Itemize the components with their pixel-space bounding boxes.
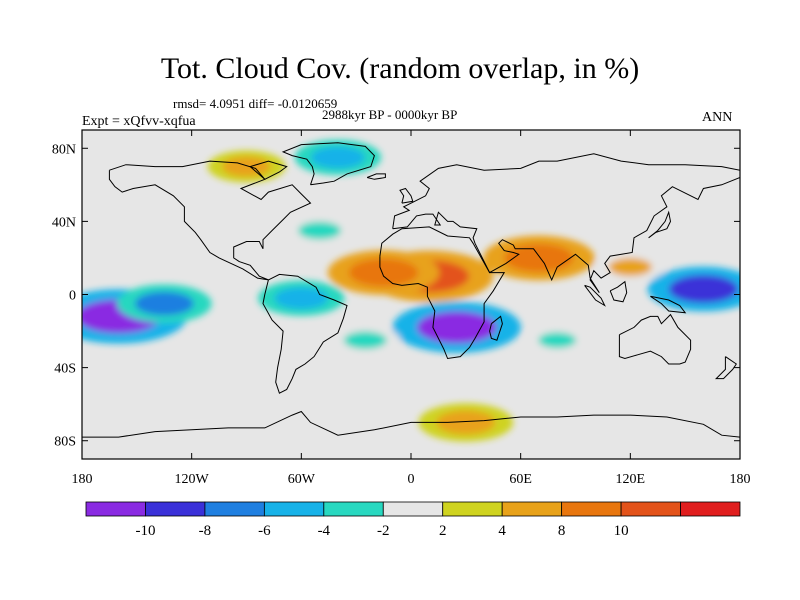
y-axis: 80N 40N 0 40S 80S	[52, 142, 740, 450]
period-label: 2988kyr BP - 0000kyr BP	[322, 107, 458, 122]
colorbar-box-3	[263, 501, 325, 517]
coastline-africa	[379, 226, 506, 360]
anomaly-core-13	[436, 410, 496, 435]
x-tick-label: 180	[730, 472, 751, 487]
coastline-sumatra	[584, 284, 606, 307]
colorbar-box-2	[204, 501, 265, 517]
colorbar-label: -4	[318, 523, 331, 539]
anomaly-core-11	[222, 156, 271, 177]
colorbar-label: -8	[199, 523, 212, 539]
colorbar-box-9	[620, 501, 681, 517]
coastline-new-zealand	[714, 356, 737, 380]
anomaly-core-7	[298, 221, 342, 240]
colorbar: -10 -8 -6 -4 -2 2 4 8 10	[85, 501, 741, 539]
anomaly-core-3	[348, 258, 419, 287]
anomaly-core-8	[343, 331, 387, 350]
y-tick-label: 0	[69, 289, 76, 304]
x-tick-label: 60W	[288, 472, 316, 487]
y-tick-label: 40S	[54, 362, 76, 377]
chart-title: Tot. Cloud Cov. (random overlap, in %)	[160, 52, 640, 85]
coastline-iceland	[366, 173, 386, 180]
anomaly-core-12	[274, 287, 329, 310]
colorbar-label: -2	[377, 523, 390, 539]
x-tick-label: 120E	[616, 472, 646, 487]
x-tick-label: 60E	[509, 472, 532, 487]
colorbar-box-5	[382, 501, 444, 517]
anomaly-core-6	[668, 275, 739, 303]
x-tick-label: 180	[72, 472, 93, 487]
coastline-eurasia	[392, 153, 740, 293]
anomaly-layer	[82, 139, 740, 442]
colorbar-box-6	[442, 501, 503, 517]
colorbar-label: 10	[614, 523, 629, 539]
colorbar-label: 4	[498, 523, 506, 539]
coastline-britain	[399, 187, 414, 204]
experiment-label: Expt = xQfvv-xqfua	[82, 114, 196, 129]
x-axis: 180 120W 60W 0 60E 120E 180	[72, 130, 751, 487]
x-tick-label: 120W	[175, 472, 210, 487]
coastline-layer	[82, 142, 740, 438]
colorbar-label: -6	[258, 523, 271, 539]
coastline-south-america	[262, 273, 348, 394]
season-label: ANN	[702, 110, 733, 125]
coastline-madagascar	[489, 315, 503, 341]
coastline-baffin	[249, 160, 288, 180]
stats-label: rmsd= 4.0951 diff= -0.0120659	[173, 96, 338, 111]
coastline-borneo	[609, 280, 628, 303]
colorbar-box-8	[561, 501, 622, 517]
colorbar-box-0	[85, 501, 146, 517]
y-tick-label: 40N	[52, 215, 76, 230]
colorbar-box-4	[323, 501, 384, 517]
colorbar-label: 2	[439, 523, 447, 539]
coastline-new-guinea	[650, 295, 687, 314]
colorbar-box-7	[501, 501, 563, 517]
anomaly-core-1	[134, 291, 194, 316]
coastline-greenland	[281, 142, 375, 186]
coastline-antarctica	[82, 410, 740, 438]
y-tick-label: 80N	[52, 142, 76, 157]
coastline-japan	[648, 210, 672, 239]
colorbar-label: -10	[135, 523, 155, 539]
anomaly-core-10	[311, 146, 365, 169]
colorbar-label: 8	[558, 523, 566, 539]
colorbar-box-10	[680, 501, 741, 517]
x-tick-label: 0	[408, 472, 415, 487]
anomaly-core-9	[538, 332, 577, 349]
coastline-australia	[618, 313, 692, 365]
anomaly-core-4	[504, 244, 574, 272]
y-tick-label: 80S	[54, 435, 76, 450]
anomaly-core-14	[608, 258, 652, 277]
colorbar-box-1	[145, 501, 206, 517]
